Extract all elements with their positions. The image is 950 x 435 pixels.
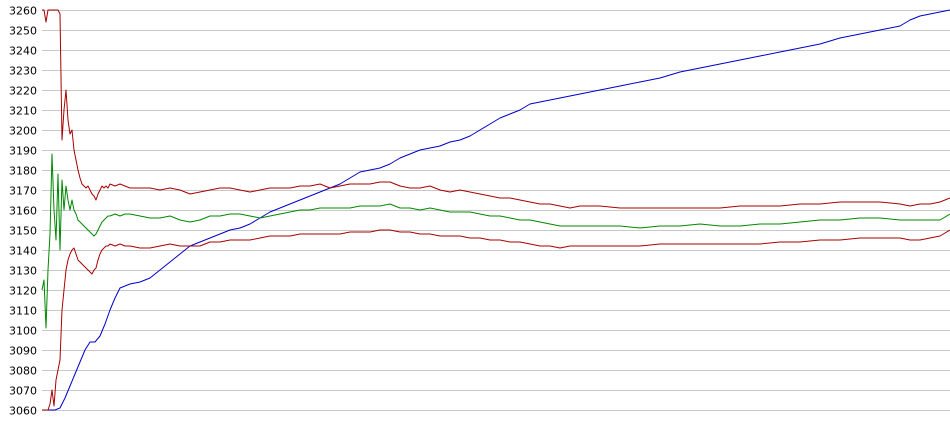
y-tick-label: 3060 (9, 405, 37, 418)
y-tick-label: 3140 (9, 245, 37, 258)
y-tick-label: 3100 (9, 325, 37, 338)
y-tick-label: 3120 (9, 285, 37, 298)
y-axis-tick-labels: 3060 3070 3080 3090 3100 3110 3120 3130 3140 3150… (9, 5, 37, 418)
series-line-2 (42, 9, 950, 209)
y-tick-label: 3220 (9, 85, 37, 98)
y-tick-label: 3230 (9, 65, 37, 78)
y-tick-label: 3090 (9, 345, 37, 358)
y-tick-label: 3210 (9, 105, 37, 118)
series-line-4 (42, 229, 950, 411)
y-tick-label: 3170 (9, 185, 37, 198)
y-tick-label: 3260 (9, 5, 37, 18)
gridlines (42, 10, 950, 411)
y-tick-label: 3200 (9, 125, 37, 138)
y-tick-label: 3070 (9, 385, 37, 398)
y-tick-label: 3190 (9, 145, 37, 158)
y-tick-label: 3250 (9, 25, 37, 38)
series-lines (41, 9, 950, 411)
series-line-1 (42, 9, 950, 411)
y-tick-label: 3240 (9, 45, 37, 58)
series-line-3 (41, 153, 950, 329)
y-tick-label: 3130 (9, 265, 37, 278)
y-tick-label: 3150 (9, 225, 37, 238)
y-tick-label: 3180 (9, 165, 37, 178)
y-tick-label: 3110 (9, 305, 37, 318)
y-tick-label: 3080 (9, 365, 37, 378)
y-tick-label: 3160 (9, 205, 37, 218)
